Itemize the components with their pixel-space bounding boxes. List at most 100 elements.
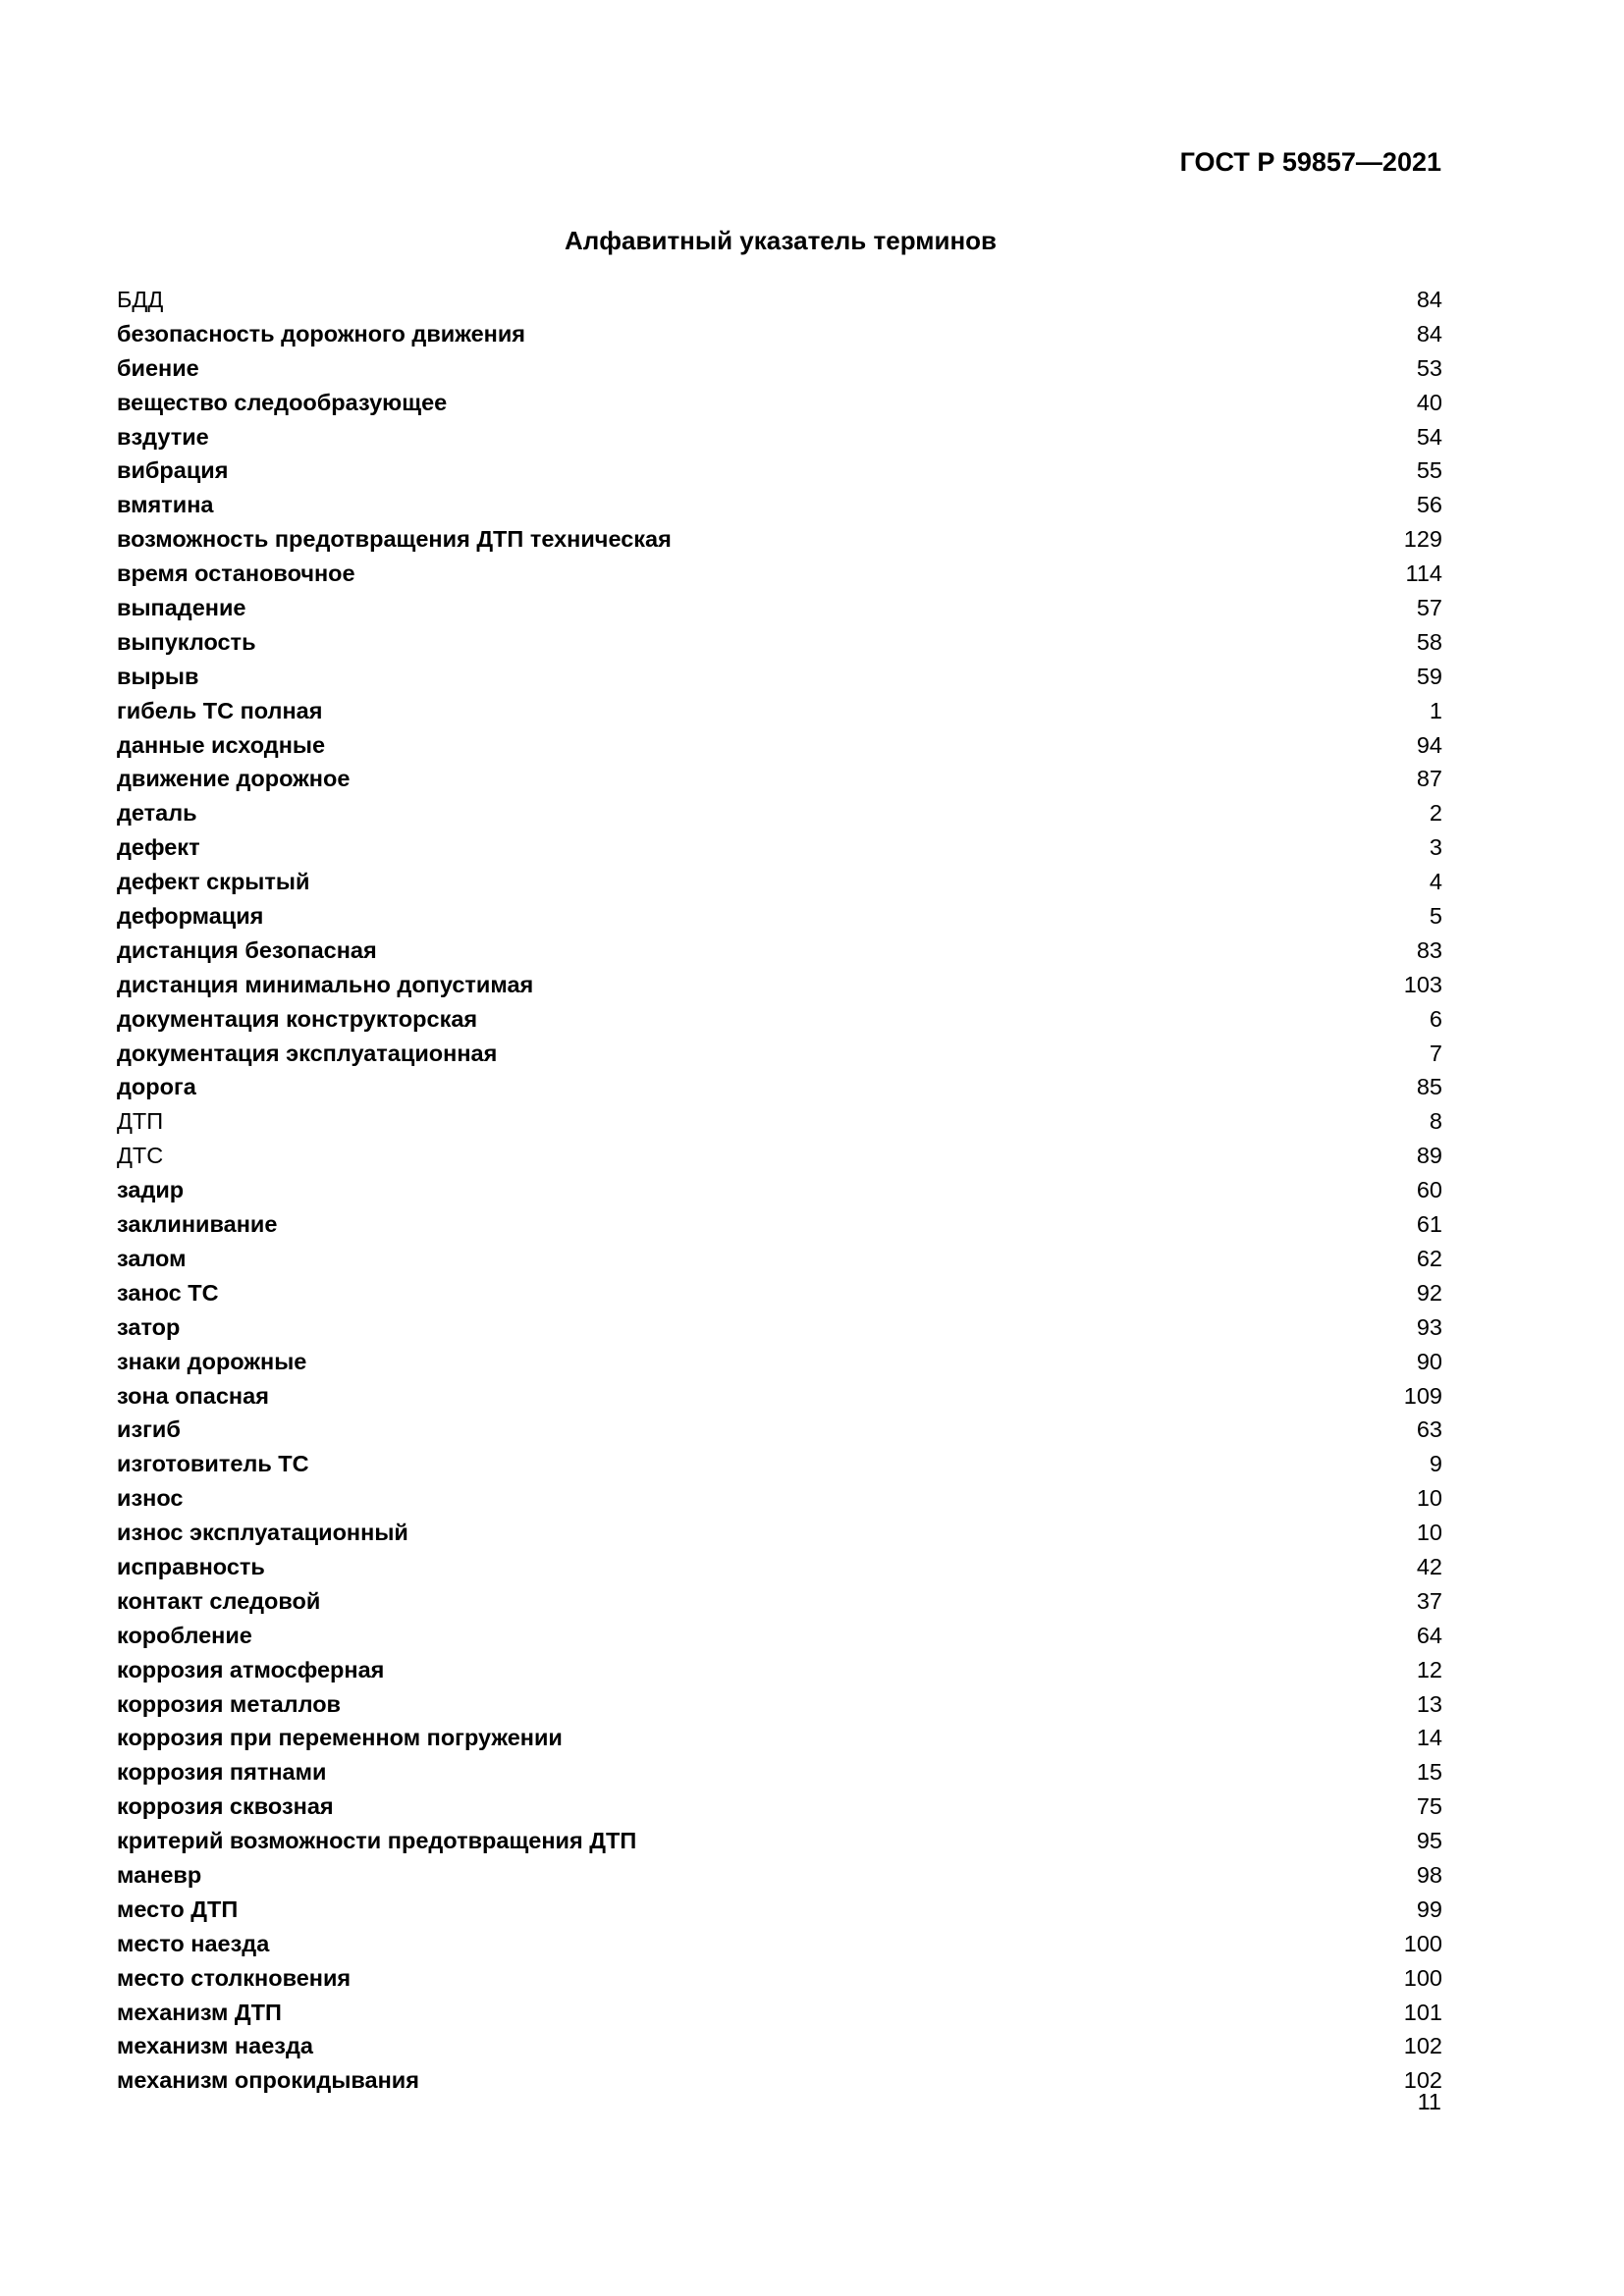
index-term: дорога (117, 1074, 196, 1100)
index-term: износ (117, 1485, 184, 1512)
index-entry: дорога 85 (117, 1070, 1442, 1104)
index-page-ref: 102 (1403, 2067, 1442, 2094)
index-term: механизм ДТП (117, 1999, 282, 2025)
index-entry: механизм ДТП 101 (117, 1996, 1442, 2030)
index-term: коробление (117, 1622, 252, 1648)
index-entry: коррозия сквозная 75 (117, 1789, 1442, 1824)
index-entry: механизм опрокидывания 102 (117, 2063, 1442, 2098)
index-term: ДТС (117, 1143, 164, 1169)
index-page-ref: 7 (1429, 1040, 1442, 1066)
index-entry: дефект 3 (117, 830, 1442, 865)
index-page-ref: 89 (1416, 1143, 1442, 1169)
index-term: БДД (117, 287, 164, 312)
index-entry: движение дорожное 87 (117, 762, 1442, 796)
index-page-ref: 55 (1416, 457, 1442, 484)
index-term: место ДТП (117, 1896, 239, 1922)
index-page-ref: 84 (1416, 287, 1442, 312)
index-page-ref: 5 (1429, 903, 1442, 930)
index-term: занос ТС (117, 1279, 219, 1306)
index-page-ref: 92 (1416, 1279, 1442, 1306)
index-page-ref: 9 (1429, 1451, 1442, 1477)
index-entry: затор 93 (117, 1310, 1442, 1345)
index-entry: вздутие 54 (117, 420, 1442, 454)
index-term: знаки дорожные (117, 1348, 307, 1374)
index-term: вздутие (117, 423, 209, 450)
index-entry: гибель ТС полная 1 (117, 694, 1442, 728)
index-page-ref: 114 (1405, 561, 1442, 587)
index-term: коррозия атмосферная (117, 1656, 385, 1682)
index-page-ref: 61 (1416, 1211, 1442, 1238)
page-number: 11 (1417, 2089, 1441, 2114)
index-term: коррозия при переменном погружении (117, 1725, 563, 1751)
index-page-ref: 10 (1416, 1520, 1442, 1546)
index-term: коррозия пятнами (117, 1759, 327, 1786)
index-page-ref: 84 (1416, 320, 1442, 347)
index-entry: безопасность дорожного движения 84 (117, 317, 1442, 351)
index-page-ref: 3 (1429, 834, 1442, 861)
index-page-ref: 129 (1403, 526, 1442, 553)
index-entry: задир 60 (117, 1173, 1442, 1207)
index-page-ref: 53 (1416, 354, 1442, 381)
index-entry: ДТП 8 (117, 1104, 1442, 1139)
index-entry: исправность 42 (117, 1550, 1442, 1584)
index-page-ref: 8 (1429, 1108, 1442, 1135)
index-page-ref: 59 (1416, 663, 1442, 689)
index-page-ref: 100 (1403, 1930, 1442, 1956)
index-page-ref: 75 (1416, 1793, 1442, 1820)
document-id-header: ГОСТ Р 59857—2021 (1179, 147, 1441, 177)
index-page-ref: 87 (1416, 766, 1442, 792)
index-entry: критерий возможности предотвращения ДТП 9… (117, 1824, 1442, 1858)
index-entry: дистанция минимально допустимая 103 (117, 968, 1442, 1002)
index-term: изготовитель ТС (117, 1451, 309, 1477)
index-entry: место наезда 100 (117, 1927, 1442, 1961)
index-page-ref: 95 (1416, 1828, 1442, 1854)
index-entry: заклинивание 61 (117, 1207, 1442, 1242)
index-entry: выпуклость 58 (117, 625, 1442, 660)
index-entry: дефект скрытый 4 (117, 865, 1442, 899)
index-term: безопасность дорожного движения (117, 320, 525, 347)
index-term: деформация (117, 903, 264, 930)
index-term: деталь (117, 800, 197, 827)
index-term: механизм наезда (117, 2033, 313, 2059)
index-page-ref: 14 (1416, 1725, 1442, 1751)
index-entry: зона опасная 109 (117, 1379, 1442, 1414)
index-page-ref: 64 (1416, 1622, 1442, 1648)
index-entry: коробление 64 (117, 1619, 1442, 1653)
index-page-ref: 103 (1403, 971, 1442, 997)
index-term: маневр (117, 1861, 202, 1888)
index-entry: занос ТС 92 (117, 1276, 1442, 1310)
index-term: вмятина (117, 492, 214, 518)
index-entry: место ДТП 99 (117, 1893, 1442, 1927)
index-entry: вибрация 55 (117, 454, 1442, 488)
index-entry: биение 53 (117, 351, 1442, 386)
index-entry: выпадение 57 (117, 591, 1442, 625)
index-term: контакт следовой (117, 1587, 321, 1614)
index-term: выпуклость (117, 628, 256, 655)
index-term: дистанция минимально допустимая (117, 971, 534, 997)
index-page-ref: 56 (1416, 492, 1442, 518)
index-page-ref: 57 (1416, 595, 1442, 621)
index-term: дефект (117, 834, 200, 861)
index-page-ref: 90 (1416, 1348, 1442, 1374)
index-term: документация эксплуатационная (117, 1040, 498, 1066)
index-page-ref: 63 (1416, 1416, 1442, 1443)
index-term: коррозия металлов (117, 1690, 342, 1717)
index-page-ref: 2 (1429, 800, 1442, 827)
index-term: вещество следообразующее (117, 389, 448, 415)
index-entry: залом 62 (117, 1242, 1442, 1276)
index-entry: БДД 84 (117, 283, 1442, 317)
index-term: дефект скрытый (117, 869, 310, 895)
index-page-ref: 13 (1416, 1690, 1442, 1717)
index-entry: документация эксплуатационная 7 (117, 1037, 1442, 1071)
index-entry: дистанция безопасная 83 (117, 934, 1442, 968)
index-term: документация конструкторская (117, 1005, 478, 1032)
index-page-ref: 109 (1403, 1382, 1442, 1409)
index-page-ref: 12 (1416, 1656, 1442, 1682)
index-term: гибель ТС полная (117, 697, 323, 723)
index-term: зона опасная (117, 1382, 269, 1409)
index-term: заклинивание (117, 1211, 278, 1238)
index-page-ref: 94 (1416, 731, 1442, 758)
index-term: ДТП (117, 1108, 164, 1135)
index-term: задир (117, 1177, 185, 1203)
index-page-ref: 6 (1429, 1005, 1442, 1032)
